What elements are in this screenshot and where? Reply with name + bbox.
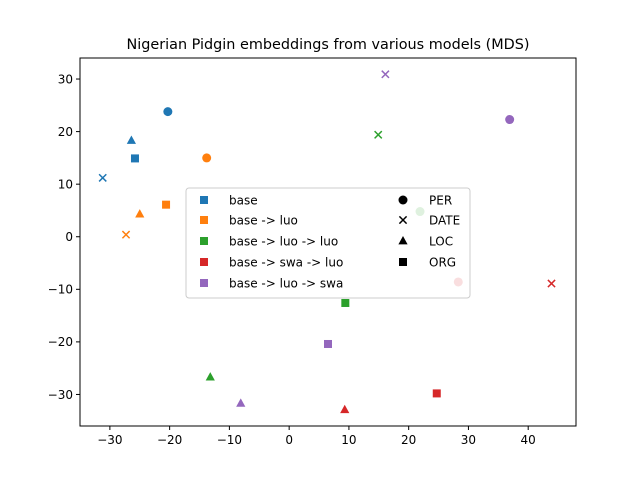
legend-shape-marker-circle — [398, 195, 408, 205]
point-s1-p2-triangle — [135, 209, 145, 218]
y-tick-label: 0 — [65, 230, 73, 244]
legend-box — [185, 187, 471, 299]
point-s2-p2-triangle — [205, 372, 215, 381]
y-tick-label: −20 — [48, 335, 73, 349]
point-s0-p2-triangle — [126, 135, 136, 144]
legend: base base -> luo base -> luo -> luo base ->… — [185, 187, 471, 299]
y-tick-label: −10 — [48, 283, 73, 297]
chart-title: Nigerian Pidgin embeddings from various … — [126, 37, 529, 53]
y-tick-label: 30 — [58, 72, 73, 86]
point-s0-p1-x — [98, 173, 107, 182]
legend-series-label-0: base — [229, 194, 258, 208]
axis-ticks: −30 −20 −10 0 10 20 30 40 −30 −20 −10 0 10 20 30 — [48, 72, 536, 447]
point-s3-p2-triangle — [340, 404, 350, 414]
legend-series-marker-2 — [200, 237, 208, 245]
legend-series-marker-0 — [200, 196, 208, 204]
point-s1-p1-x — [121, 230, 131, 239]
legend-series-label-2: base -> luo -> luo — [229, 235, 338, 249]
axes-frame — [79, 57, 577, 427]
y-tick-label: 20 — [58, 125, 73, 139]
legend-series-label-3: base -> swa -> luo — [229, 256, 343, 270]
y-tick-label: −30 — [48, 388, 73, 402]
legend-series-marker-1 — [200, 216, 208, 224]
legend-shape-label-0: PER — [429, 194, 452, 208]
x-tick-label: 0 — [285, 433, 293, 447]
point-s2-p1-x — [374, 130, 383, 139]
x-tick-label: 20 — [401, 433, 416, 447]
point-s2-p3-square — [341, 298, 350, 307]
point-s1-p3-square — [162, 200, 171, 209]
x-tick-label: 30 — [461, 433, 476, 447]
point-s0-p3-square — [130, 154, 139, 163]
legend-shape-marker-square — [399, 258, 407, 266]
legend-series-marker-4 — [200, 279, 208, 287]
legend-shape-marker-x — [398, 215, 408, 225]
legend-series-label-4: base -> luo -> swa — [229, 277, 343, 291]
point-s4-p0-circle — [505, 115, 515, 125]
x-tick-label: −10 — [217, 433, 242, 447]
point-s4-p1-x — [381, 70, 390, 79]
legend-shape-marker-triangle — [398, 236, 408, 245]
point-s3-p3-square — [432, 389, 441, 398]
point-s3-p1-x — [547, 279, 556, 288]
y-tick-label: 10 — [58, 177, 73, 191]
x-tick-label: 10 — [341, 433, 356, 447]
legend-shape-label-2: LOC — [429, 235, 453, 249]
legend-series-label-1: base -> luo — [229, 214, 298, 228]
x-tick-label: −20 — [157, 433, 182, 447]
legend-shape-label-3: ORG — [429, 256, 456, 270]
point-s4-p2-triangle — [236, 398, 246, 407]
legend-series-marker-3 — [200, 258, 208, 266]
legend-shape-label-1: DATE — [429, 214, 460, 228]
point-s1-p0-circle — [202, 153, 212, 163]
point-s4-p3-square — [324, 339, 332, 348]
point-s0-p0-circle — [163, 107, 173, 117]
x-tick-label: −30 — [97, 433, 122, 447]
x-tick-label: 40 — [521, 433, 536, 447]
